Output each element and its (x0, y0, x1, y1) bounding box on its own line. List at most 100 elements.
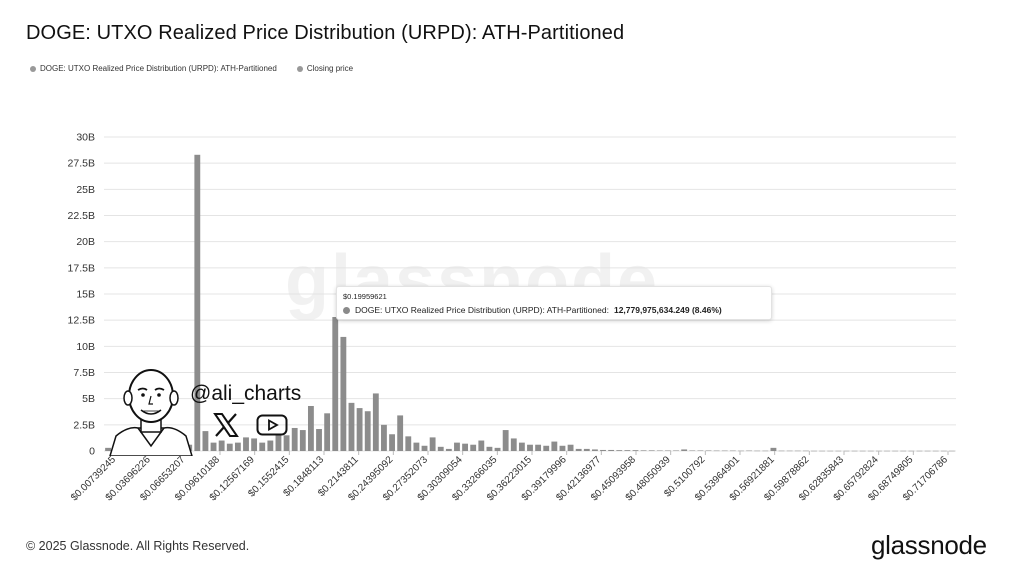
bar[interactable] (429, 437, 436, 451)
bar[interactable] (656, 450, 663, 451)
bar[interactable] (673, 450, 679, 451)
bar[interactable] (551, 441, 558, 451)
x-logo-icon[interactable] (212, 412, 240, 438)
bar[interactable] (665, 450, 671, 451)
bar[interactable] (827, 450, 834, 452)
bar[interactable] (251, 438, 258, 451)
bar[interactable] (316, 429, 322, 451)
bar[interactable] (283, 435, 290, 451)
bar[interactable] (640, 450, 647, 451)
bar[interactable] (892, 450, 899, 452)
bar[interactable] (478, 440, 485, 451)
bar[interactable] (738, 450, 744, 452)
bar[interactable] (299, 430, 306, 451)
bar[interactable] (332, 317, 339, 451)
bar[interactable] (575, 448, 582, 451)
bar[interactable] (510, 438, 517, 451)
bar[interactable] (486, 446, 493, 451)
bar[interactable] (802, 450, 809, 452)
bar[interactable] (462, 443, 469, 451)
bar[interactable] (689, 450, 696, 451)
bar[interactable] (421, 445, 428, 451)
bar[interactable] (243, 437, 249, 451)
bar[interactable] (770, 447, 777, 451)
bar[interactable] (591, 449, 598, 451)
bar[interactable] (762, 450, 769, 452)
legend-item-closing-price[interactable]: Closing price (296, 64, 353, 73)
bar[interactable] (494, 447, 501, 451)
bar[interactable] (940, 450, 947, 452)
bar[interactable] (949, 450, 955, 452)
bar[interactable] (859, 450, 866, 452)
bar[interactable] (916, 450, 923, 452)
bar[interactable] (364, 411, 371, 451)
bar[interactable] (843, 450, 850, 452)
bar[interactable] (794, 450, 801, 452)
bar[interactable] (194, 154, 201, 451)
bar[interactable] (681, 449, 688, 451)
glassnode-logo[interactable]: glassnode (871, 530, 987, 560)
bar[interactable] (583, 448, 590, 451)
bar[interactable] (567, 444, 574, 451)
bar[interactable] (356, 408, 363, 451)
legend-item-urpd[interactable]: DOGE: UTXO Realized Price Distribution (… (30, 64, 277, 73)
bar[interactable] (932, 450, 939, 452)
bar[interactable] (746, 450, 753, 452)
bar[interactable] (884, 450, 890, 452)
bar[interactable] (729, 450, 736, 452)
bar[interactable] (527, 444, 533, 451)
bar[interactable] (648, 450, 655, 451)
bar[interactable] (470, 444, 477, 451)
bar[interactable] (851, 450, 858, 452)
bar[interactable] (811, 450, 817, 452)
bar[interactable] (778, 450, 785, 452)
bar[interactable] (397, 415, 404, 451)
bar[interactable] (835, 450, 842, 452)
bar[interactable] (437, 446, 444, 451)
bar[interactable] (291, 427, 298, 451)
bar[interactable] (105, 447, 111, 451)
bar[interactable] (705, 450, 712, 451)
bar[interactable] (624, 450, 631, 451)
chart-title: DOGE: UTXO Realized Price Distribution (… (26, 22, 625, 44)
bar[interactable] (218, 440, 225, 451)
youtube-play-icon[interactable] (256, 414, 288, 436)
bar[interactable] (445, 448, 452, 451)
bar[interactable] (259, 442, 266, 451)
bar[interactable] (543, 445, 550, 451)
bar[interactable] (535, 444, 542, 451)
bar[interactable] (713, 450, 720, 452)
bar[interactable] (721, 450, 728, 452)
bar[interactable] (502, 430, 509, 451)
bar[interactable] (600, 449, 606, 451)
bar[interactable] (389, 434, 395, 451)
bar[interactable] (632, 450, 639, 451)
bar[interactable] (340, 336, 347, 451)
bar[interactable] (900, 450, 907, 452)
bar[interactable] (307, 405, 314, 451)
bar[interactable] (518, 442, 525, 451)
bar[interactable] (908, 450, 915, 452)
bar[interactable] (226, 443, 233, 451)
bar[interactable] (348, 402, 355, 451)
bar[interactable] (867, 450, 874, 452)
bar[interactable] (202, 431, 209, 451)
bar[interactable] (267, 440, 274, 451)
bar[interactable] (413, 442, 420, 451)
bar[interactable] (608, 449, 615, 451)
bar[interactable] (697, 450, 704, 451)
bar[interactable] (275, 435, 282, 451)
bar[interactable] (786, 450, 793, 452)
bar[interactable] (616, 450, 623, 451)
bar[interactable] (234, 442, 241, 451)
bar[interactable] (559, 445, 566, 451)
bar[interactable] (381, 424, 387, 451)
bar[interactable] (924, 450, 931, 452)
bar[interactable] (210, 442, 217, 451)
bar[interactable] (819, 450, 826, 452)
bar[interactable] (324, 413, 331, 451)
bar[interactable] (454, 442, 460, 451)
bar[interactable] (405, 436, 412, 451)
bar[interactable] (754, 450, 761, 452)
bar[interactable] (372, 393, 379, 451)
